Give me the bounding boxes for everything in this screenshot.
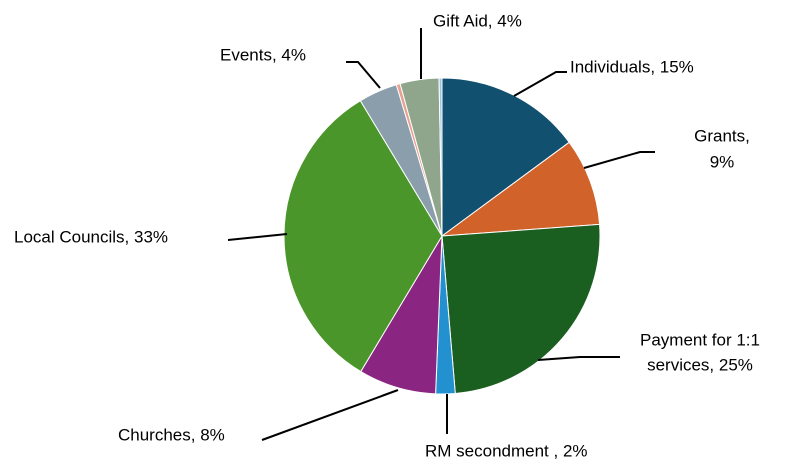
pie-slice [441,77,570,237]
slice-label: Local Councils, 33% [14,227,168,246]
pie-slice [440,141,601,237]
pie-slice [283,100,443,373]
leader-line [513,71,567,97]
leader-line [346,61,381,89]
slice-label: Individuals, 15% [570,57,694,76]
slice-label: RM secondment , 2% [425,441,588,460]
slice-label: Gift Aid, 4% [433,11,522,30]
leader-line [261,389,399,441]
leader-line [537,356,620,361]
slice-label: Churches, 8% [118,425,225,444]
pie-slice [438,77,443,237]
slice-label: Events, 4% [220,45,306,64]
leader-line [227,233,288,241]
leader-line [583,151,655,169]
pie-slice [441,223,601,394]
slice-label: services, 25% [647,355,753,374]
slice-label: Grants, [694,126,750,145]
slice-label: Payment for 1:1 [640,330,760,349]
slice-label: 9% [710,152,735,171]
